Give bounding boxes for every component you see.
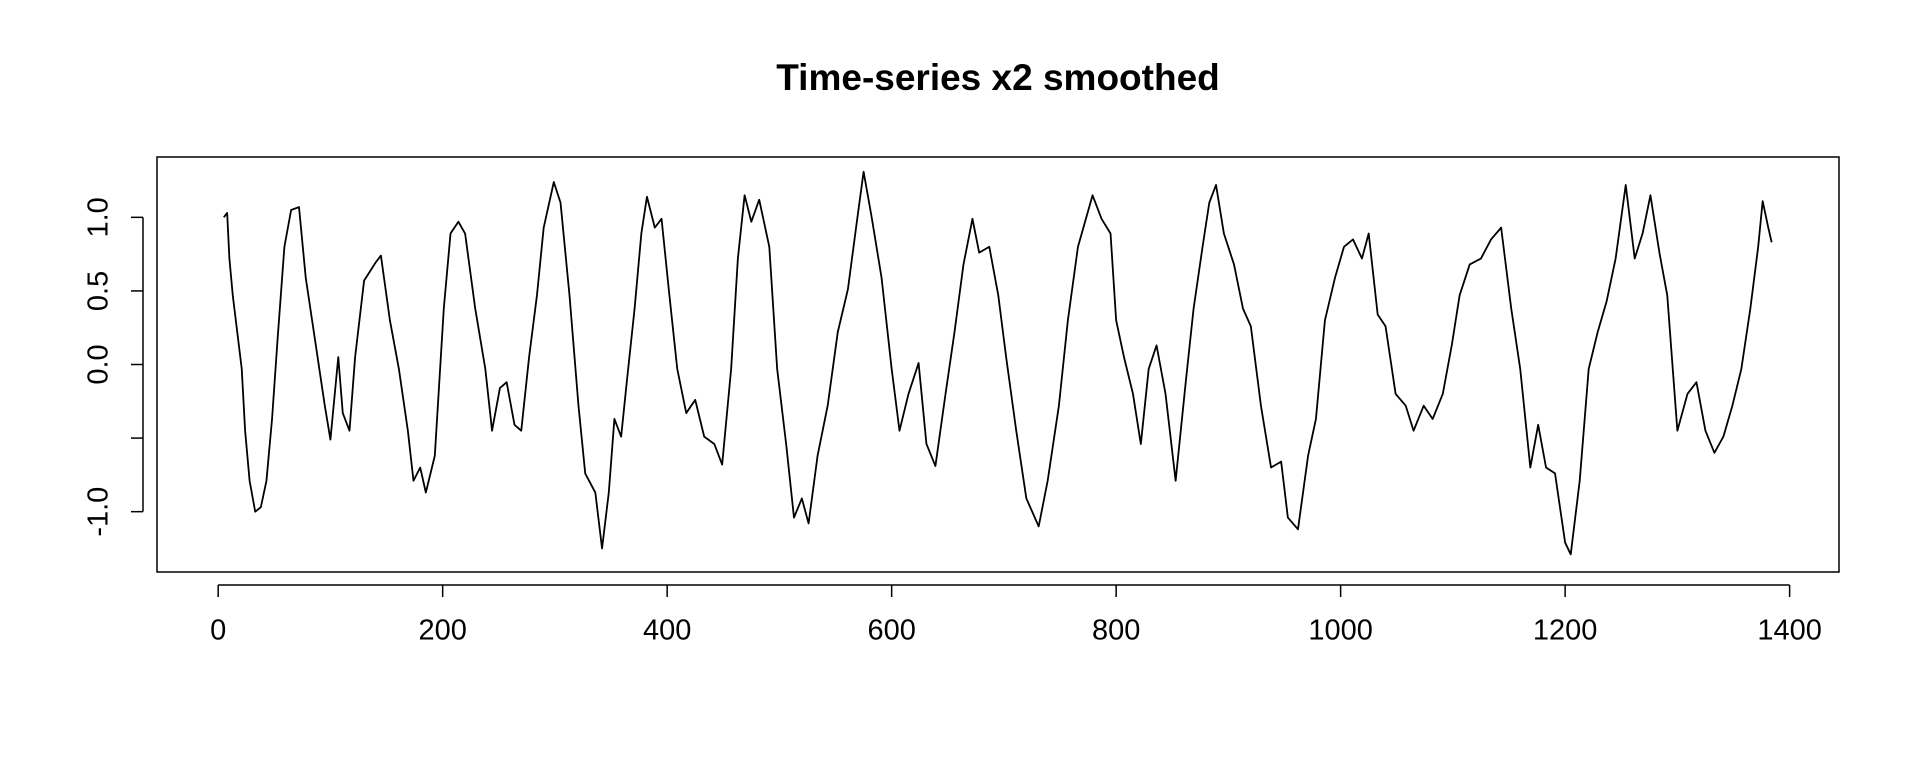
- x-tick-label: 600: [867, 615, 915, 647]
- x-tick-label: 1200: [1533, 615, 1598, 647]
- y-tick-label: 0.5: [83, 271, 115, 311]
- y-tick-label: -1.0: [83, 487, 115, 537]
- x-tick-label: 200: [418, 615, 466, 647]
- chart-title: Time-series x2 smoothed: [776, 57, 1220, 98]
- series-line: [223, 170, 1773, 556]
- x-tick-label: 1000: [1308, 615, 1373, 647]
- plot-box: [156, 156, 1840, 573]
- y-tick-label: 0.0: [83, 344, 115, 384]
- x-tick-label: 0: [210, 615, 226, 647]
- x-tick-label: 800: [1092, 615, 1140, 647]
- y-tick-label: 1.0: [83, 197, 115, 237]
- x-tick-label: 1400: [1757, 615, 1822, 647]
- x-tick-label: 400: [643, 615, 691, 647]
